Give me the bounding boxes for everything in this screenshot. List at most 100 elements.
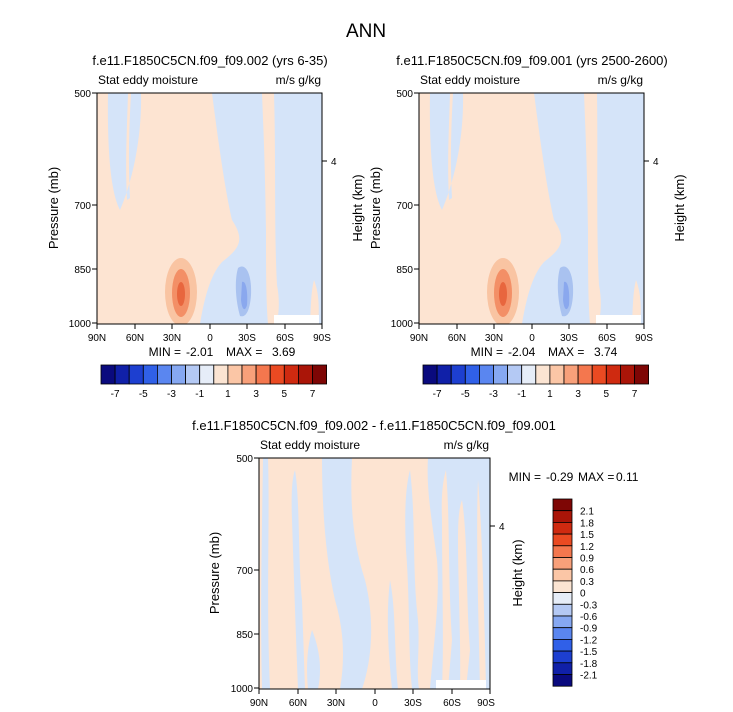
colorbar-label: 0.9	[580, 554, 594, 565]
colorbar-swatch	[549, 364, 565, 385]
colorbar-label: -7	[433, 389, 442, 400]
colorbar-swatch	[114, 364, 130, 385]
min-value: -2.04	[508, 345, 536, 359]
max-label: MAX =	[578, 470, 614, 484]
colorbar-label: -3	[167, 389, 176, 400]
x-tick: 90S	[313, 333, 331, 344]
colorbar-swatch	[142, 364, 158, 385]
colorbar-label: 1.8	[580, 518, 594, 529]
field-label: Stat eddy moisture	[420, 73, 520, 87]
colorbar-label: 1.5	[580, 530, 594, 541]
x-tick: 90N	[250, 698, 268, 709]
cool-region-tropics	[522, 93, 644, 324]
units-label: m/s g/kg	[598, 73, 643, 87]
colorbar-swatch	[552, 662, 573, 675]
colorbar-label: 0.3	[580, 577, 594, 588]
colorbar-label: -0.3	[580, 600, 598, 611]
colorbar-swatch	[552, 568, 573, 582]
x-tick: 30N	[163, 333, 181, 344]
cool-band-nh	[107, 93, 142, 210]
missing-data	[274, 315, 319, 324]
colorbar-swatch	[552, 639, 573, 652]
colorbar-swatch	[185, 364, 201, 385]
colorbar-label: 3	[575, 389, 581, 400]
colorbar-label: -1	[517, 389, 526, 400]
colorbar-label: -1.8	[580, 659, 598, 670]
field-label: Stat eddy moisture	[98, 73, 198, 87]
contour-field	[419, 93, 644, 324]
y-tick: 700	[236, 566, 253, 577]
colorbar-swatch	[100, 364, 116, 385]
x-tick: 30N	[327, 698, 345, 709]
y-tick: 1000	[391, 319, 414, 330]
cool-strip	[291, 470, 305, 689]
colorbar-label: 5	[604, 389, 610, 400]
x-tick: 30S	[404, 698, 422, 709]
x-tick: 60N	[126, 333, 144, 344]
colorbar-swatch	[213, 364, 229, 385]
colorbar-label: -7	[111, 389, 120, 400]
colorbar-swatch	[269, 364, 285, 385]
y-axis-label-right: Height (km)	[672, 174, 687, 241]
colorbar-swatch	[521, 364, 537, 385]
colorbar-swatch	[552, 510, 573, 523]
colorbar: 2.11.81.51.20.90.60.30-0.3-0.6-0.9-1.2-1…	[552, 498, 598, 687]
colorbar-swatch	[552, 557, 573, 570]
x-tick: 90N	[410, 333, 428, 344]
min-label: MIN =	[149, 345, 181, 359]
contour-field	[97, 93, 322, 324]
colorbar-swatch	[552, 603, 573, 617]
colorbar-label: 0	[580, 589, 586, 600]
warm-strip-pole	[310, 280, 319, 324]
colorbar-swatch	[591, 364, 607, 385]
y-axis-label: Pressure (mb)	[207, 532, 222, 614]
colorbar-swatch	[450, 364, 466, 385]
x-tick: 0	[529, 333, 535, 344]
y-axis-label-right: Height (km)	[350, 174, 365, 241]
panel-title: f.e11.F1850C5CN.f09_f09.002 (yrs 6-35)	[92, 53, 327, 68]
cool-patch	[307, 630, 320, 689]
x-tick: 90N	[88, 333, 106, 344]
min-label: MIN =	[509, 470, 541, 484]
warm-strip-sh	[458, 500, 470, 689]
colorbar-swatch	[493, 364, 509, 385]
colorbar-label: 1	[547, 389, 553, 400]
max-label: MAX =	[226, 345, 262, 359]
y-tick: 850	[236, 630, 253, 641]
x-tick: 60S	[276, 333, 294, 344]
y-tick: 1000	[69, 319, 92, 330]
colorbar-swatch	[478, 364, 494, 385]
y-tick: 500	[396, 89, 413, 100]
colorbar-label: -5	[139, 389, 148, 400]
colorbar-swatch	[422, 364, 438, 385]
y-axis-label: Pressure (mb)	[46, 167, 61, 249]
x-tick: 90S	[477, 698, 495, 709]
colorbar: -7 -5 -3 -1 1 3 5 7	[100, 364, 328, 400]
x-tick: 0	[207, 333, 213, 344]
colorbar-swatch	[563, 364, 579, 385]
colorbar-swatch	[552, 498, 573, 512]
x-tick: 60S	[443, 698, 461, 709]
height-tick: 4	[499, 522, 505, 533]
colorbar-swatch	[552, 650, 573, 664]
field-label: Stat eddy moisture	[260, 438, 360, 452]
warm-contour-3	[177, 282, 185, 306]
colorbar-swatch	[620, 364, 635, 385]
colorbar-swatch	[507, 364, 523, 385]
panel-control: f.e11.F1850C5CN.f09_f09.002 (yrs 6-35) S…	[46, 53, 365, 400]
cool-strip	[405, 470, 419, 689]
cool-band-nh	[429, 93, 464, 210]
max-label: MAX =	[548, 345, 584, 359]
colorbar-label: 7	[632, 389, 638, 400]
y-tick: 700	[396, 201, 413, 212]
colorbar-swatch	[436, 364, 452, 385]
min-label: MIN =	[471, 345, 503, 359]
colorbar-swatch	[552, 627, 573, 640]
colorbar-swatch	[605, 364, 621, 385]
y-axis-label-right: Height (km)	[510, 539, 525, 606]
colorbar-label: -0.6	[580, 612, 598, 623]
colorbar-swatch	[577, 364, 593, 385]
colorbar-swatch	[464, 364, 480, 385]
colorbar-label: 3	[253, 389, 259, 400]
